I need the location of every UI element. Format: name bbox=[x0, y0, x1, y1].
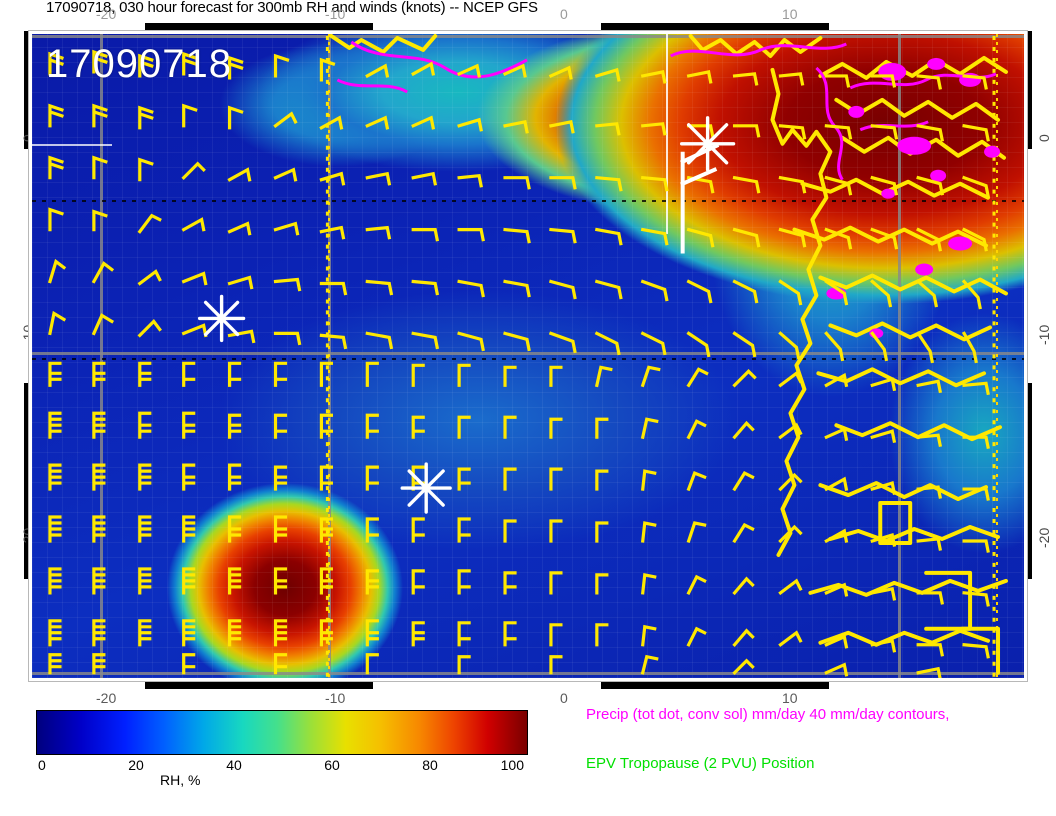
colorbar-tick-60: 60 bbox=[324, 757, 340, 773]
map-plot-area[interactable]: 17090718 bbox=[28, 30, 1028, 682]
colorbar-tick-40: 40 bbox=[226, 757, 242, 773]
colorbar-tick-80: 80 bbox=[422, 757, 438, 773]
colorbar-gradient bbox=[36, 710, 528, 755]
colorbar-tick-labels: 0 20 40 60 80 100 bbox=[36, 755, 528, 775]
left-tick-bar bbox=[24, 31, 31, 681]
page-title: 17090718, 030 hour forecast for 300mb RH… bbox=[46, 0, 538, 16]
station-marker-3 bbox=[679, 116, 736, 172]
legend-epv-label: EPV Tropopause (2 PVU) Position bbox=[586, 755, 815, 772]
station-marker-2 bbox=[400, 462, 452, 514]
colorbar-tick-100: 100 bbox=[500, 757, 524, 773]
top-tick-bar bbox=[31, 23, 1025, 30]
colorbar-caption: RH, % bbox=[160, 772, 201, 788]
reference-grid-layer bbox=[32, 34, 1024, 678]
station-marker-layer bbox=[197, 116, 736, 514]
axis-label-bottom-1: -10 bbox=[325, 690, 346, 706]
bottom-tick-bar bbox=[31, 682, 1025, 689]
axis-label-bottom-2: 0 bbox=[560, 690, 568, 706]
axis-label-top-1: -10 bbox=[325, 6, 346, 22]
axis-label-bottom-3: 10 bbox=[782, 690, 798, 706]
map-canvas[interactable]: 17090718 bbox=[32, 34, 1024, 678]
legend-precip-label: Precip (tot dot, conv sol) mm/day 40 mm/… bbox=[586, 706, 950, 723]
axis-label-top-2: 0 bbox=[560, 6, 568, 22]
colorbar-tick-20: 20 bbox=[128, 757, 144, 773]
axis-label-right-1: -10 bbox=[1036, 324, 1052, 345]
right-tick-bar bbox=[1025, 31, 1032, 681]
rh-field-layer bbox=[32, 34, 1024, 678]
colorbar-tick-0: 0 bbox=[38, 757, 46, 773]
axis-label-top-3: 10 bbox=[782, 6, 798, 22]
axis-label-top-0: -20 bbox=[96, 6, 117, 22]
axis-label-right-2: -20 bbox=[1036, 527, 1052, 548]
station-marker-1 bbox=[197, 294, 246, 343]
axis-label-bottom-0: -20 bbox=[96, 690, 117, 706]
colorbar-container: 0 20 40 60 80 100 bbox=[36, 710, 528, 775]
rh-contour-layer bbox=[32, 34, 1024, 678]
wind-barb-overlay bbox=[47, 49, 990, 678]
axis-label-right-0: 0 bbox=[1036, 134, 1052, 142]
